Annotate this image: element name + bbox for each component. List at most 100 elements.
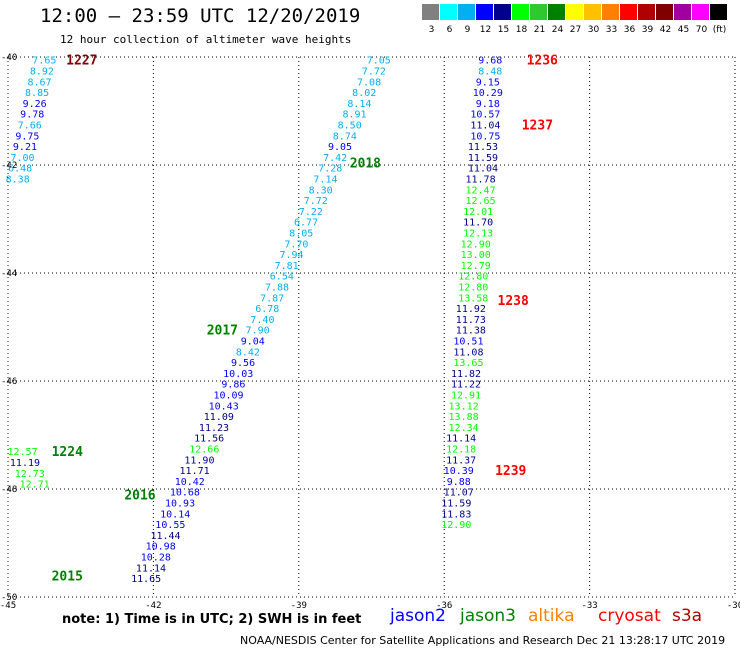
scale-label: 36 (623, 25, 636, 35)
wave-height-point: 9.04 (241, 337, 265, 348)
legend-altika: altika (528, 606, 575, 626)
wave-height-point: 10.98 (146, 542, 176, 553)
x-tick-label: -42 (145, 601, 161, 611)
wave-height-point: 12.47 (465, 185, 495, 196)
wave-height-point: 11.08 (453, 347, 483, 358)
y-tick-label: -42 (1, 161, 17, 171)
wave-height-point: 8.38 (6, 175, 30, 186)
y-tick-label: -46 (1, 377, 17, 387)
wave-height-point: 7.00 (10, 153, 34, 164)
wave-height-point: 13.58 (458, 293, 488, 304)
y-tick-label: -50 (1, 593, 17, 603)
scale-swatch (566, 4, 583, 20)
y-tick-label: -40 (1, 53, 17, 63)
scale-swatch (656, 4, 673, 20)
wave-height-point: 11.04 (470, 121, 500, 132)
wave-height-point: 11.90 (184, 455, 214, 466)
wave-height-point: 8.85 (25, 88, 49, 99)
scale-swatch (440, 4, 457, 20)
wave-height-point: 9.15 (476, 77, 500, 88)
scale-swatch (458, 4, 475, 20)
wave-height-point: 12.73 (15, 469, 45, 480)
wave-height-point: 10.55 (155, 520, 185, 531)
x-tick-label: -36 (436, 601, 452, 611)
wave-height-point: 11.37 (446, 455, 476, 466)
wave-height-point: 13.88 (449, 412, 479, 423)
wave-height-point: 7.08 (357, 77, 381, 88)
wave-height-point: 7.05 (367, 56, 391, 67)
wave-height-point: 7.28 (318, 164, 342, 175)
time-annotation: 1236 (527, 54, 558, 69)
wave-height-point: 6.48 (8, 164, 32, 175)
wave-height-point: 12.80 (458, 272, 488, 283)
time-annotation: 1237 (522, 119, 553, 134)
wave-height-point: 10.75 (470, 131, 500, 142)
wave-height-point: 10.51 (453, 337, 483, 348)
wave-height-point: 12.80 (458, 283, 488, 294)
wave-height-point: 7.40 (250, 315, 274, 326)
time-annotation: 1238 (498, 294, 529, 309)
x-tick-label: -45 (0, 601, 16, 611)
wave-height-point: 7.72 (362, 67, 386, 78)
wave-height-point: 9.75 (15, 131, 39, 142)
scale-swatch (638, 4, 655, 20)
scale-label: 33 (605, 25, 618, 35)
wave-height-point: 7.87 (260, 293, 284, 304)
time-annotation: 1224 (52, 445, 83, 460)
wave-height-point: 8.91 (342, 110, 366, 121)
wave-height-point: 8.02 (352, 88, 376, 99)
wave-height-point: 11.23 (199, 423, 229, 434)
scale-swatch (476, 4, 493, 20)
wave-height-point: 8.74 (333, 131, 357, 142)
wave-height-point: 11.09 (204, 412, 234, 423)
wave-height-point: 10.43 (209, 401, 239, 412)
wave-height-point: 7.72 (304, 196, 328, 207)
wave-height-point: 6.77 (294, 218, 318, 229)
wave-height-point: 10.68 (170, 488, 200, 499)
scale-label: 18 (515, 25, 528, 35)
wave-height-point: 8.05 (289, 229, 313, 240)
wave-height-point: 8.67 (27, 77, 51, 88)
x-tick-label: -30 (727, 601, 740, 611)
time-annotation: 2017 (207, 324, 238, 339)
wave-height-point: 10.03 (223, 369, 253, 380)
wave-height-point: 10.28 (141, 553, 171, 564)
scale-swatch (422, 4, 439, 20)
scale-swatch (548, 4, 565, 20)
scale-swatch (584, 4, 601, 20)
wave-height-point: 12.13 (463, 229, 493, 240)
wave-height-point: 11.38 (456, 326, 486, 337)
wave-height-point: 9.68 (478, 56, 502, 67)
wave-height-point: 9.88 (447, 477, 471, 488)
scale-swatch (602, 4, 619, 20)
wave-height-point: 7.14 (313, 175, 337, 186)
wave-height-point: 10.93 (165, 499, 195, 510)
wave-height-point: 11.83 (441, 509, 471, 520)
wave-height-point: 13.12 (449, 401, 479, 412)
wave-height-point: 11.78 (465, 175, 495, 186)
wave-height-point: 12.71 (20, 480, 50, 491)
wave-height-point: 12.90 (461, 239, 491, 250)
scale-label: 9 (464, 25, 471, 35)
wave-height-point: 7.81 (275, 261, 299, 272)
wave-height-point: 7.22 (299, 207, 323, 218)
wave-height-point: 8.42 (236, 347, 260, 358)
scale-label: 27 (569, 25, 582, 35)
wave-height-point: 6.54 (270, 272, 294, 283)
wave-height-point: 11.59 (468, 153, 498, 164)
wave-height-point: 9.56 (231, 358, 255, 369)
wave-height-point: 7.42 (323, 153, 347, 164)
scale-label: 45 (677, 25, 690, 35)
wave-height-point: 11.14 (136, 563, 166, 574)
scale-label: 15 (497, 25, 510, 35)
wave-height-point: 9.05 (328, 142, 352, 153)
wave-height-point: 10.39 (444, 466, 474, 477)
wave-height-point: 10.09 (213, 391, 243, 402)
wave-height-point: 12.79 (461, 261, 491, 272)
wave-height-point: 11.14 (446, 434, 476, 445)
wave-height-point: 11.53 (468, 142, 498, 153)
wave-height-point: 11.56 (194, 434, 224, 445)
x-tick-label: -33 (581, 601, 597, 611)
wave-height-point: 11.65 (131, 574, 161, 585)
